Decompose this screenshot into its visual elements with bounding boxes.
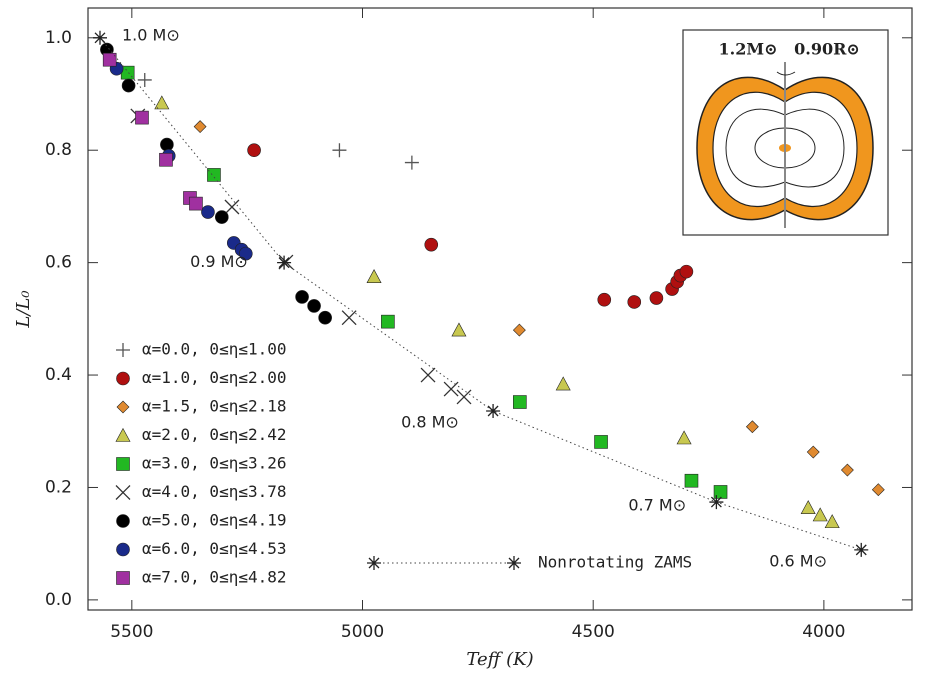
legend-marker <box>116 371 130 386</box>
legend-marker <box>115 485 131 500</box>
point <box>92 30 107 45</box>
point <box>214 210 229 224</box>
legend-label: α=4.0, 0≤η≤3.78 <box>142 482 287 501</box>
point <box>709 495 724 510</box>
legend-marker <box>367 556 381 570</box>
x-tick-label: 4000 <box>802 622 845 642</box>
x-tick-label: 4500 <box>572 622 615 642</box>
point <box>238 246 253 261</box>
point <box>135 110 149 125</box>
point <box>341 310 357 326</box>
legend-label: α=0.0, 0≤η≤1.00 <box>142 340 287 359</box>
y-tick-label: 0.8 <box>45 140 72 160</box>
point <box>871 483 885 497</box>
point-label: 0.6 M⊙ <box>769 551 827 570</box>
point <box>420 367 436 383</box>
point <box>224 199 240 215</box>
y-tick-label: 0.4 <box>45 365 72 385</box>
point <box>824 514 840 529</box>
y-tick-label: 0.6 <box>45 253 72 273</box>
point <box>679 264 694 279</box>
legend-marker <box>116 457 130 471</box>
point <box>513 395 527 409</box>
legend-marker <box>116 542 130 557</box>
legend-marker <box>116 514 130 528</box>
point <box>627 295 642 309</box>
legend-label: α=1.0, 0≤η≤2.00 <box>142 368 287 387</box>
inset: 1.2M⊙ 0.90R⊙ <box>682 29 889 236</box>
point <box>381 314 395 329</box>
point <box>137 72 152 87</box>
point <box>451 322 467 337</box>
legend-label: Nonrotating ZAMS <box>538 553 692 572</box>
point <box>189 196 203 211</box>
x-tick-label: 5000 <box>341 622 384 642</box>
legend-label: α=2.0, 0≤η≤2.42 <box>142 425 287 444</box>
point-label: 0.9 M⊙ <box>190 252 248 271</box>
plot-frame <box>87 7 913 611</box>
point <box>332 143 347 158</box>
point <box>555 376 571 391</box>
y-tick-label: 0.0 <box>45 590 72 610</box>
point <box>193 120 207 134</box>
y-tick-label: 1.0 <box>45 28 72 48</box>
point-label: 0.8 M⊙ <box>401 413 459 432</box>
point <box>207 168 221 182</box>
point <box>295 290 309 304</box>
point <box>806 445 820 459</box>
point <box>404 155 419 170</box>
x-axis-title: Teff (K) <box>466 649 533 670</box>
point <box>277 255 292 270</box>
point <box>443 381 459 397</box>
inset-mass: 1.2M⊙ <box>719 40 778 59</box>
point <box>160 137 174 152</box>
x-tick-label: 5500 <box>110 622 153 642</box>
legend-label: α=1.5, 0≤η≤2.18 <box>142 397 287 416</box>
point <box>201 205 215 219</box>
legend-label: α=3.0, 0≤η≤3.26 <box>142 454 287 473</box>
series-line <box>99 37 862 551</box>
point <box>121 78 136 93</box>
point <box>318 310 332 325</box>
legend-label: α=6.0, 0≤η≤4.53 <box>142 539 287 558</box>
point <box>594 435 608 449</box>
point <box>812 507 828 522</box>
point <box>154 95 170 110</box>
legend-marker <box>507 556 521 570</box>
point <box>512 323 526 337</box>
point <box>840 463 854 477</box>
point-label: 1.0 M⊙ <box>122 25 180 44</box>
point <box>684 473 699 488</box>
legend-marker <box>116 571 130 585</box>
point <box>366 269 382 283</box>
point <box>307 299 321 313</box>
point <box>676 430 692 445</box>
y-axis-title: L/L₀ <box>13 290 34 328</box>
point <box>800 500 816 514</box>
inset-radius: 0.90R⊙ <box>794 40 860 59</box>
point <box>745 420 759 434</box>
y-tick-label: 0.2 <box>45 477 72 497</box>
point <box>854 542 869 557</box>
point <box>649 291 664 305</box>
legend-label: α=5.0, 0≤η≤4.19 <box>142 511 287 530</box>
point <box>597 292 612 307</box>
legend-marker <box>116 400 130 414</box>
point <box>247 143 261 158</box>
point <box>159 152 173 167</box>
point <box>424 237 439 252</box>
point-label: 0.7 M⊙ <box>628 496 686 515</box>
point <box>102 52 117 67</box>
point <box>486 404 501 419</box>
legend-marker <box>116 343 130 357</box>
point <box>456 389 472 405</box>
legend-label: α=7.0, 0≤η≤4.82 <box>142 568 287 587</box>
legend-marker <box>115 427 131 442</box>
